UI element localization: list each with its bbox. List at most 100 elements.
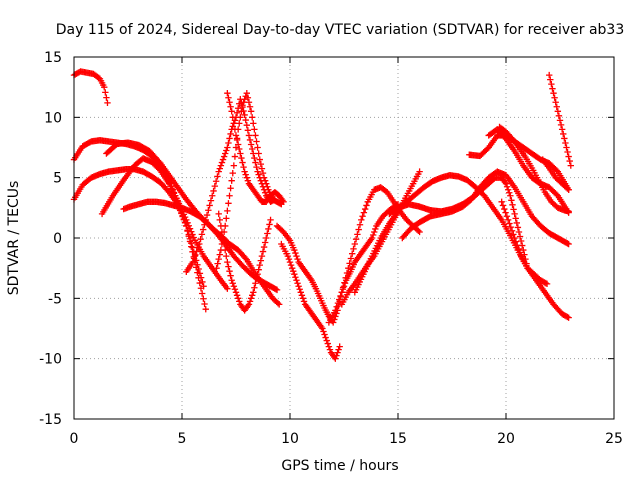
data-point bbox=[264, 230, 271, 237]
data-point bbox=[509, 201, 516, 209]
data-point bbox=[296, 286, 303, 293]
data-point bbox=[229, 280, 236, 287]
data-point bbox=[196, 240, 203, 248]
data-point bbox=[192, 251, 199, 259]
data-point bbox=[247, 295, 255, 302]
x-tick-label: 10 bbox=[281, 431, 299, 447]
data-point bbox=[564, 313, 571, 321]
data-point bbox=[562, 139, 569, 147]
data-point bbox=[241, 96, 248, 103]
y-tick-labels: -15 -10 -5 0 5 10 15 bbox=[39, 50, 62, 428]
data-point bbox=[415, 227, 422, 234]
data-point bbox=[230, 162, 238, 169]
data-point bbox=[336, 343, 343, 350]
data-point bbox=[294, 280, 301, 287]
data-point bbox=[252, 280, 259, 287]
data-point bbox=[297, 289, 304, 296]
data-point bbox=[103, 94, 110, 101]
data-point bbox=[209, 192, 216, 199]
data-point bbox=[355, 226, 362, 233]
data-point bbox=[565, 153, 572, 160]
data-point bbox=[225, 200, 232, 207]
data-point bbox=[238, 154, 245, 162]
data-point bbox=[194, 269, 201, 276]
data-point bbox=[565, 240, 572, 248]
series-track-10 bbox=[224, 90, 287, 205]
data-point bbox=[246, 298, 254, 305]
data-point bbox=[288, 264, 296, 272]
x-tick-label: 25 bbox=[605, 431, 623, 447]
data-point bbox=[499, 202, 507, 209]
data-point bbox=[201, 221, 208, 228]
data-point bbox=[216, 251, 223, 258]
data-point bbox=[215, 210, 222, 218]
data-point bbox=[230, 283, 238, 290]
y-tick-label: 0 bbox=[53, 231, 62, 247]
data-point bbox=[369, 231, 377, 239]
series-track-23 bbox=[546, 71, 574, 169]
data-point bbox=[513, 219, 520, 227]
data-point bbox=[211, 182, 219, 190]
x-tick-label: 0 bbox=[70, 431, 79, 447]
data-point bbox=[292, 249, 299, 257]
data-point bbox=[561, 135, 568, 142]
data-point bbox=[237, 150, 244, 157]
data-point bbox=[101, 83, 108, 91]
x-axis-label: GPS time / hours bbox=[281, 458, 398, 474]
data-point bbox=[233, 292, 241, 299]
data-point bbox=[320, 328, 327, 335]
data-point bbox=[416, 168, 423, 175]
data-point bbox=[521, 251, 528, 258]
data-point bbox=[186, 238, 194, 245]
y-tick-label: 10 bbox=[44, 110, 62, 126]
data-point bbox=[338, 289, 346, 296]
data-point bbox=[293, 252, 300, 260]
data-point bbox=[197, 285, 205, 292]
data-point bbox=[347, 255, 355, 262]
data-point bbox=[332, 355, 339, 362]
data-point bbox=[548, 80, 555, 88]
data-point bbox=[236, 145, 243, 153]
data-point bbox=[246, 136, 254, 144]
data-point bbox=[253, 275, 260, 282]
y-tick-label: -10 bbox=[39, 352, 62, 368]
data-point bbox=[240, 163, 247, 171]
data-point bbox=[349, 250, 356, 257]
data-point bbox=[564, 185, 571, 192]
data-point bbox=[501, 205, 508, 213]
data-point bbox=[228, 277, 235, 284]
data-point bbox=[319, 325, 326, 332]
data-point bbox=[214, 173, 221, 180]
data-point bbox=[300, 298, 308, 305]
data-point bbox=[241, 111, 248, 119]
data-point bbox=[560, 130, 567, 138]
data-point bbox=[368, 234, 376, 242]
data-point bbox=[202, 305, 209, 313]
data-point bbox=[273, 286, 281, 294]
data-point bbox=[188, 243, 195, 250]
data-point bbox=[200, 295, 207, 302]
data-point bbox=[226, 192, 233, 199]
data-point bbox=[184, 219, 191, 227]
data-point bbox=[564, 240, 571, 247]
data-point bbox=[206, 202, 213, 209]
data-point bbox=[205, 207, 212, 214]
data-point bbox=[506, 220, 513, 227]
data-point bbox=[502, 180, 510, 187]
data-point bbox=[543, 280, 551, 288]
data-point bbox=[257, 160, 265, 168]
data-point bbox=[230, 120, 238, 127]
data-point bbox=[243, 174, 250, 181]
data-point bbox=[350, 245, 357, 253]
data-point bbox=[233, 109, 241, 117]
data-point bbox=[510, 206, 517, 213]
data-point bbox=[325, 343, 333, 350]
data-point bbox=[565, 314, 572, 321]
data-point bbox=[508, 227, 516, 234]
data-point bbox=[280, 198, 287, 205]
data-point bbox=[249, 292, 256, 299]
data-point bbox=[251, 126, 258, 133]
data-point bbox=[241, 168, 248, 175]
data-point bbox=[298, 292, 306, 299]
data-point bbox=[516, 233, 524, 240]
